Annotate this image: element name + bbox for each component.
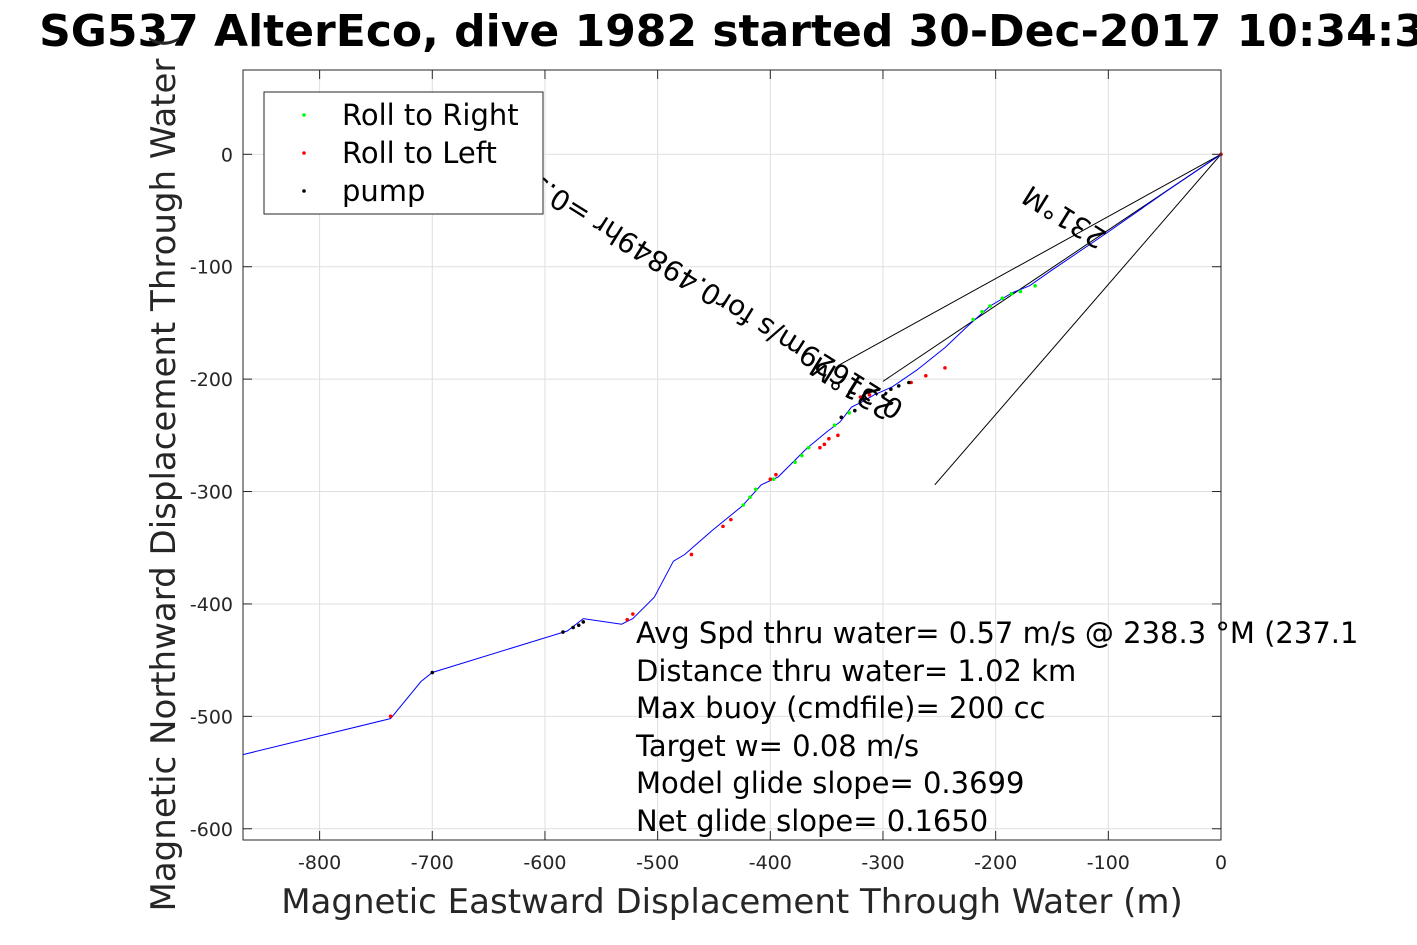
- track-layer: [242, 153, 1222, 756]
- legend-box: [263, 91, 544, 215]
- roll-left-point: [774, 472, 778, 477]
- x-tick-label: -800: [298, 852, 341, 874]
- roll-right-point: [793, 460, 797, 465]
- y-tick-label: -400: [190, 594, 233, 616]
- roll-right-point: [806, 445, 811, 450]
- roll-left-point: [631, 612, 635, 616]
- pump-point: [581, 620, 586, 624]
- roll-left-point: [822, 442, 827, 447]
- y-tick-label: -300: [190, 482, 233, 504]
- roll-right-point: [988, 304, 992, 308]
- roll-right-point: [832, 423, 837, 428]
- x-tick-label: -200: [974, 852, 1017, 874]
- roll-left-point: [836, 433, 840, 438]
- roll-left-point: [923, 373, 928, 378]
- roll-left-point: [721, 524, 725, 529]
- x-axis-label: Magnetic Eastward Displacement Through W…: [281, 882, 1183, 922]
- roll-right-point: [741, 503, 746, 507]
- annotation-max-buoy: Max buoy (cmdfile)= 200 cc: [636, 691, 1045, 725]
- roll-left-point: [943, 366, 947, 370]
- roll-left-point: [689, 552, 694, 557]
- legend-label-pump: pump: [342, 174, 425, 208]
- x-tick-label: 0: [1215, 852, 1227, 874]
- roll-left-point: [625, 617, 630, 622]
- x-tick-label: -400: [749, 852, 792, 874]
- y-tick-label: -200: [190, 369, 233, 391]
- y-tick-label: 0: [221, 144, 233, 166]
- roll-right-point: [980, 309, 984, 314]
- x-tick-label: -700: [411, 852, 454, 874]
- roll-left-point: [827, 436, 831, 441]
- track-line: [242, 153, 1222, 756]
- heading-label: 231°M: [1017, 179, 1112, 256]
- x-tick-label: -600: [523, 852, 566, 874]
- x-tick-label: -500: [636, 852, 679, 874]
- pump-point: [430, 670, 435, 675]
- roll-right-point: [1000, 296, 1005, 300]
- axes-box: [242, 69, 1222, 841]
- legend-marker-pump: [302, 189, 306, 193]
- annotation-block: Avg Spd thru water= 0.57 m/s @ 238.3 °M …: [635, 616, 1358, 838]
- roll-left-point: [858, 395, 863, 399]
- x-tick-label: -100: [1087, 852, 1130, 874]
- roll-left-point: [729, 517, 733, 522]
- roll-right-point: [1033, 284, 1037, 288]
- pump-point: [561, 630, 565, 634]
- annotation-net-glide: Net glide slope= 0.1650: [636, 804, 988, 838]
- roll-right-point: [771, 477, 776, 481]
- reference-line: [934, 153, 1222, 486]
- pump-point: [571, 625, 575, 630]
- legend: Roll to Right Roll to Left pump: [263, 91, 544, 215]
- roll-right-point: [1009, 291, 1014, 296]
- reference-line: [837, 153, 1222, 367]
- pump-point: [576, 623, 581, 628]
- pump-point: [889, 387, 893, 392]
- tick-layer: -800 -700 -600 -500 -400 -300 -200 -100 0 0 -100 -2…: [190, 70, 1227, 874]
- pump-point: [853, 408, 857, 413]
- roll-left-point: [818, 445, 822, 450]
- roll-left-point: [388, 714, 393, 719]
- annotation-target-w: Target w= 0.08 m/s: [635, 729, 919, 763]
- roll-right-point: [847, 411, 851, 415]
- roll-left-point: [867, 393, 872, 397]
- roll-right-point: [971, 317, 975, 322]
- y-tick-label: -500: [190, 706, 233, 728]
- pump-point: [896, 384, 901, 388]
- chart-title: SG537 AlterEco, dive 1982 started 30-Dec…: [39, 6, 1417, 57]
- y-axis-label: Magnetic Northward Displacement Through …: [144, 35, 184, 912]
- legend-label-roll-right: Roll to Right: [342, 98, 519, 132]
- legend-marker-roll-left: [302, 151, 306, 155]
- annotation-avg-speed: Avg Spd thru water= 0.57 m/s @ 238.3 °M …: [636, 616, 1358, 650]
- roll-right-point: [800, 453, 804, 458]
- roll-right-point: [753, 487, 758, 492]
- roll-right-point: [748, 495, 752, 499]
- annotation-distance: Distance thru water= 1.02 km: [636, 654, 1076, 688]
- legend-label-roll-left: Roll to Left: [342, 136, 497, 170]
- roll-right-point: [1018, 289, 1023, 294]
- x-tick-label: -300: [861, 852, 904, 874]
- legend-marker-roll-right: [302, 113, 306, 117]
- y-tick-label: -600: [190, 819, 233, 841]
- pump-point: [907, 380, 911, 385]
- pump-point: [881, 394, 885, 398]
- grid-lines: [243, 70, 1222, 840]
- pump-point: [839, 415, 844, 420]
- annotation-model-glide: Model glide slope= 0.3699: [636, 766, 1024, 800]
- roll-left-point: [768, 477, 773, 481]
- y-tick-label: -100: [190, 257, 233, 279]
